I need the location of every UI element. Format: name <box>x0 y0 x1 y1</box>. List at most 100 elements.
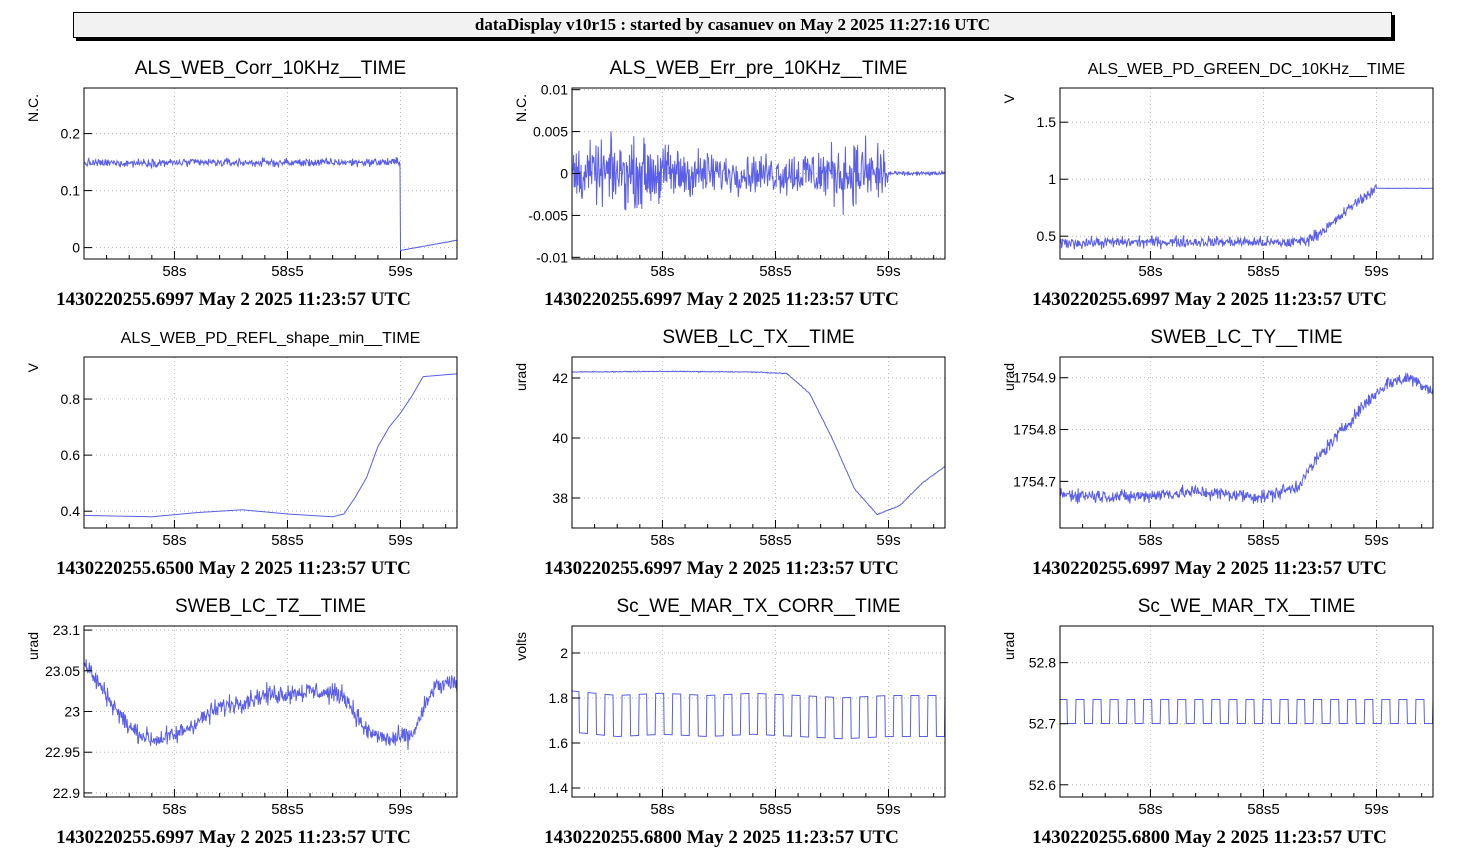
y-tick-label: 1 <box>1048 171 1056 187</box>
y-tick-label: 0 <box>560 166 568 182</box>
y-tick-label: 0 <box>72 240 80 256</box>
chart-footer: 1430220255.6500 May 2 2025 11:23:57 UTC <box>56 558 411 579</box>
plot-frame <box>1059 625 1434 798</box>
y-tick-label: 0.8 <box>61 391 81 407</box>
y-axis-label: urad <box>513 363 529 391</box>
display-header: dataDisplay v10r15 : started by casanuev… <box>73 12 1392 38</box>
y-tick-label: 1.4 <box>549 780 569 796</box>
series-line <box>1059 372 1434 504</box>
y-axis-label: V <box>1001 93 1017 103</box>
series-line <box>1059 184 1434 250</box>
y-tick-label: 1754.7 <box>1013 473 1056 489</box>
y-axis-label: urad <box>25 632 41 660</box>
plot-frame <box>83 356 458 529</box>
y-axis-label: urad <box>1001 632 1017 660</box>
chart-title: SWEB_LC_TX__TIME <box>662 327 854 348</box>
y-tick-label: 38 <box>552 490 568 506</box>
x-tick-label: 58s <box>162 263 186 280</box>
x-tick-label: 59s <box>876 532 900 549</box>
x-tick-label: 59s <box>388 801 412 818</box>
x-tick-label: 59s <box>388 532 412 549</box>
x-tick-label: 58s5 <box>1247 263 1280 280</box>
chart-panel: ALS_WEB_Err_pre_10KHz__TIME N.C. -0.01 -0.0… <box>513 58 946 310</box>
y-axis-label: N.C. <box>513 94 529 122</box>
x-tick-label: 58s <box>162 532 186 549</box>
y-tick-label: 52.7 <box>1029 716 1056 732</box>
series-line <box>83 659 458 750</box>
y-tick-label: 0.005 <box>533 124 568 140</box>
chart-title: ALS_WEB_Err_pre_10KHz__TIME <box>610 58 908 79</box>
y-axis-label: V <box>25 362 41 372</box>
series-line <box>571 370 946 516</box>
series-line <box>571 131 946 215</box>
x-tick-label: 58s5 <box>271 532 304 549</box>
series-line <box>83 373 458 518</box>
chart-title: ALS_WEB_PD_GREEN_DC_10KHz__TIME <box>1088 61 1405 78</box>
series-line <box>83 156 458 252</box>
plot-frame <box>1059 87 1434 260</box>
y-tick-label: 52.6 <box>1029 777 1056 793</box>
x-tick-label: 58s5 <box>759 263 792 280</box>
y-tick-label: 22.95 <box>45 744 80 760</box>
plot-frame <box>571 356 946 529</box>
x-tick-label: 59s <box>876 801 900 818</box>
y-tick-label: 40 <box>552 430 568 446</box>
x-tick-label: 58s <box>650 801 674 818</box>
chart-panel: ALS_WEB_PD_REFL_shape_min__TIME V 0.4 0.6 0.… <box>25 330 458 579</box>
plot-frame <box>1059 356 1434 529</box>
x-tick-label: 59s <box>1364 263 1388 280</box>
plot-frame <box>571 625 946 798</box>
chart-footer: 1430220255.6997 May 2 2025 11:23:57 UTC <box>544 558 899 579</box>
y-tick-label: 2 <box>560 645 568 661</box>
x-tick-label: 59s <box>1364 532 1388 549</box>
plot-frame <box>83 625 458 798</box>
x-tick-label: 59s <box>1364 801 1388 818</box>
y-tick-label: 23.05 <box>45 663 80 679</box>
x-tick-label: 58s5 <box>271 801 304 818</box>
x-tick-label: 58s5 <box>1247 532 1280 549</box>
plot-frame <box>83 87 458 260</box>
y-tick-label: 42 <box>552 370 568 386</box>
chart-title: SWEB_LC_TY__TIME <box>1150 327 1342 348</box>
y-axis-label: N.C. <box>25 94 41 122</box>
y-tick-label: 1.6 <box>549 735 569 751</box>
chart-footer: 1430220255.6997 May 2 2025 11:23:57 UTC <box>1032 289 1387 310</box>
y-tick-label: 0.6 <box>61 447 81 463</box>
chart-footer: 1430220255.6800 May 2 2025 11:23:57 UTC <box>544 827 899 848</box>
chart-title: ALS_WEB_Corr_10KHz__TIME <box>135 58 406 79</box>
display-title: dataDisplay v10r15 : started by casanuev… <box>474 15 991 34</box>
y-axis-label: volts <box>513 632 529 661</box>
chart-panel: ALS_WEB_PD_GREEN_DC_10KHz__TIME V 0.5 1 1.5 5… <box>1001 61 1434 310</box>
x-tick-label: 58s5 <box>759 801 792 818</box>
y-tick-label: 52.8 <box>1029 655 1056 671</box>
x-tick-label: 58s5 <box>271 263 304 280</box>
chart-footer: 1430220255.6997 May 2 2025 11:23:57 UTC <box>56 827 411 848</box>
chart-title: Sc_WE_MAR_TX_CORR__TIME <box>616 596 900 617</box>
y-tick-label: 0.1 <box>61 183 81 199</box>
y-tick-label: 22.9 <box>53 785 80 801</box>
x-tick-label: 58s <box>162 801 186 818</box>
chart-title: SWEB_LC_TZ__TIME <box>175 596 366 617</box>
chart-footer: 1430220255.6800 May 2 2025 11:23:57 UTC <box>1032 827 1387 848</box>
y-tick-label: 1.5 <box>1037 114 1057 130</box>
series-line <box>571 690 946 740</box>
series-line <box>1060 699 1434 724</box>
x-tick-label: 58s5 <box>1247 801 1280 818</box>
y-axis-label: urad <box>1001 363 1017 391</box>
y-tick-label: 1754.9 <box>1013 370 1056 386</box>
y-tick-label: 0.4 <box>61 503 81 519</box>
x-tick-label: 58s <box>1138 263 1162 280</box>
x-tick-label: 59s <box>388 263 412 280</box>
chart-footer: 1430220255.6997 May 2 2025 11:23:57 UTC <box>1032 558 1387 579</box>
x-tick-label: 58s <box>650 263 674 280</box>
chart-footer: 1430220255.6997 May 2 2025 11:23:57 UTC <box>544 289 899 310</box>
x-tick-label: 58s <box>650 532 674 549</box>
x-tick-label: 59s <box>876 263 900 280</box>
x-tick-label: 58s5 <box>759 532 792 549</box>
y-tick-label: 1754.8 <box>1013 422 1056 438</box>
y-tick-label: 0.2 <box>61 126 81 142</box>
